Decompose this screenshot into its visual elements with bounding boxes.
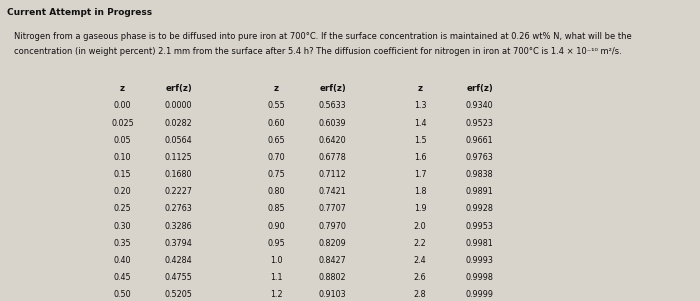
Text: erf(z): erf(z)	[466, 84, 493, 93]
Text: 0.5633: 0.5633	[318, 101, 346, 110]
Text: 2.6: 2.6	[414, 273, 426, 282]
Text: 0.9103: 0.9103	[318, 290, 346, 299]
Text: 0.6778: 0.6778	[318, 153, 346, 162]
Text: z: z	[120, 84, 125, 93]
Text: 0.9523: 0.9523	[466, 119, 493, 128]
Text: 0.2227: 0.2227	[164, 187, 193, 196]
Text: concentration (in weight percent) 2.1 mm from the surface after 5.4 h? The diffu: concentration (in weight percent) 2.1 mm…	[14, 47, 622, 56]
Text: 1.5: 1.5	[414, 136, 426, 145]
Text: 0.5205: 0.5205	[164, 290, 193, 299]
Text: 0.2763: 0.2763	[164, 204, 193, 213]
Text: 0.0282: 0.0282	[164, 119, 193, 128]
Text: 0.4284: 0.4284	[164, 256, 193, 265]
Text: 0.60: 0.60	[267, 119, 286, 128]
Text: 1.9: 1.9	[414, 204, 426, 213]
Text: 0.3794: 0.3794	[164, 239, 193, 248]
Text: 0.4755: 0.4755	[164, 273, 193, 282]
Text: 0.95: 0.95	[267, 239, 286, 248]
Text: 0.65: 0.65	[267, 136, 286, 145]
Text: 0.6420: 0.6420	[318, 136, 346, 145]
Text: 0.80: 0.80	[267, 187, 286, 196]
Text: 0.9998: 0.9998	[466, 273, 493, 282]
Text: 0.35: 0.35	[113, 239, 132, 248]
Text: 2.2: 2.2	[414, 239, 426, 248]
Text: 0.7421: 0.7421	[318, 187, 346, 196]
Text: 1.1: 1.1	[270, 273, 283, 282]
Text: 0.7707: 0.7707	[318, 204, 346, 213]
Text: 0.3286: 0.3286	[164, 222, 193, 231]
Text: 0.8427: 0.8427	[318, 256, 346, 265]
Text: 0.025: 0.025	[111, 119, 134, 128]
Text: erf(z): erf(z)	[319, 84, 346, 93]
Text: 0.1125: 0.1125	[164, 153, 193, 162]
Text: 0.15: 0.15	[113, 170, 132, 179]
Text: 0.1680: 0.1680	[164, 170, 193, 179]
Text: erf(z): erf(z)	[165, 84, 192, 93]
Text: 1.0: 1.0	[270, 256, 283, 265]
Text: 0.45: 0.45	[113, 273, 132, 282]
Text: 2.8: 2.8	[414, 290, 426, 299]
Text: z: z	[417, 84, 423, 93]
Text: 0.0000: 0.0000	[164, 101, 193, 110]
Text: 1.2: 1.2	[270, 290, 283, 299]
Text: 0.9838: 0.9838	[466, 170, 493, 179]
Text: Nitrogen from a gaseous phase is to be diffused into pure iron at 700°C. If the : Nitrogen from a gaseous phase is to be d…	[14, 32, 631, 41]
Text: 0.9661: 0.9661	[466, 136, 493, 145]
Text: 0.10: 0.10	[113, 153, 132, 162]
Text: 0.25: 0.25	[113, 204, 132, 213]
Text: 0.9340: 0.9340	[466, 101, 493, 110]
Text: Current Attempt in Progress: Current Attempt in Progress	[7, 8, 152, 17]
Text: 0.6039: 0.6039	[318, 119, 346, 128]
Text: 2.4: 2.4	[414, 256, 426, 265]
Text: 0.70: 0.70	[267, 153, 286, 162]
Text: 1.4: 1.4	[414, 119, 426, 128]
Text: 0.0564: 0.0564	[164, 136, 193, 145]
Text: 0.9891: 0.9891	[466, 187, 493, 196]
Text: 1.6: 1.6	[414, 153, 426, 162]
Text: 0.40: 0.40	[113, 256, 132, 265]
Text: 0.90: 0.90	[267, 222, 286, 231]
Text: 0.9953: 0.9953	[466, 222, 493, 231]
Text: 0.9993: 0.9993	[466, 256, 493, 265]
Text: 0.8209: 0.8209	[318, 239, 346, 248]
Text: 0.9763: 0.9763	[466, 153, 493, 162]
Text: 0.9981: 0.9981	[466, 239, 493, 248]
Text: 1.3: 1.3	[414, 101, 426, 110]
Text: 0.50: 0.50	[113, 290, 132, 299]
Text: 0.7970: 0.7970	[318, 222, 346, 231]
Text: 0.00: 0.00	[113, 101, 132, 110]
Text: 0.85: 0.85	[267, 204, 286, 213]
Text: 0.8802: 0.8802	[318, 273, 346, 282]
Text: 0.30: 0.30	[113, 222, 132, 231]
Text: z: z	[274, 84, 279, 93]
Text: 0.9928: 0.9928	[466, 204, 493, 213]
Text: 1.7: 1.7	[414, 170, 426, 179]
Text: 0.75: 0.75	[267, 170, 286, 179]
Text: 0.9999: 0.9999	[466, 290, 493, 299]
Text: 0.55: 0.55	[267, 101, 286, 110]
Text: 0.05: 0.05	[113, 136, 132, 145]
Text: 0.20: 0.20	[113, 187, 132, 196]
Text: 0.7112: 0.7112	[318, 170, 346, 179]
Text: 2.0: 2.0	[414, 222, 426, 231]
Text: 1.8: 1.8	[414, 187, 426, 196]
